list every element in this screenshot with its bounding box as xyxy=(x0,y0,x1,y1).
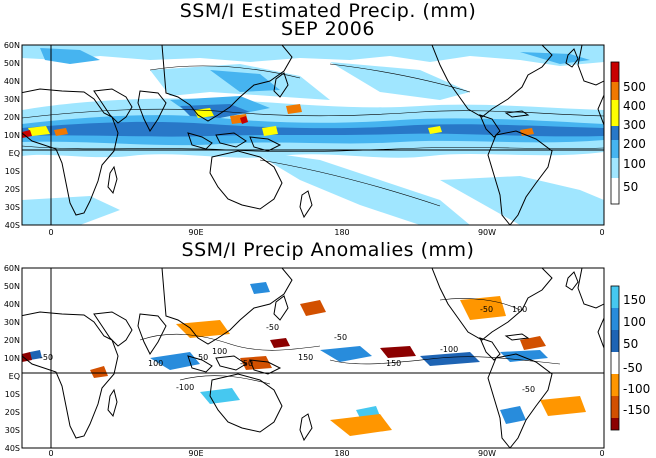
anomaly-colorbar: 150 100 50 -50 -100 -150 xyxy=(610,285,650,431)
anomaly-map-panel: 100 50 -50 -50 150 -50 150 -100 -50 100 … xyxy=(21,267,605,449)
contour-label: -50 xyxy=(334,333,347,342)
lat-label: 50N xyxy=(4,59,20,68)
precip-map-frame xyxy=(21,44,605,226)
colorbar-swatch xyxy=(611,286,619,308)
colorbar-swatch xyxy=(611,352,619,374)
contour-label: -50 xyxy=(40,353,53,362)
colorbar-swatch xyxy=(611,100,619,126)
colorbar-swatch xyxy=(611,82,619,100)
colorbar-frame xyxy=(610,285,620,431)
colorbar-swatch xyxy=(611,62,619,82)
contour-label: -50 xyxy=(480,305,493,314)
lon-label: 90W xyxy=(478,228,496,237)
colorbar-label: -100 xyxy=(623,382,650,396)
top-lon-labels: 0 90E 180 90W 0 xyxy=(48,228,604,237)
lon-label: 0 xyxy=(48,449,53,458)
contour-label: -50 xyxy=(266,323,279,332)
colorbar-frame xyxy=(610,61,620,205)
colorbar-swatch xyxy=(611,330,619,352)
colorbar-label: 400 xyxy=(623,99,646,113)
anomaly-map-title: SSM/I Precip Anomalies (mm) xyxy=(181,239,475,261)
colorbar-swatch xyxy=(611,126,619,140)
lat-label: EQ xyxy=(9,149,20,158)
lat-label: 30N xyxy=(4,95,20,104)
contour-label: -100 xyxy=(176,383,194,392)
colorbar-swatch xyxy=(611,178,619,204)
bottom-lon-labels: 0 90E 180 90W 0 xyxy=(48,449,604,458)
lat-label: 20S xyxy=(5,408,20,417)
colorbar-label: 100 xyxy=(623,315,646,329)
contour-label: -50 xyxy=(522,385,535,394)
top-lat-labels: 60N 50N 40N 30N 20N 10N EQ 10S 20S 30S 4… xyxy=(4,41,20,230)
colorbar-label: -150 xyxy=(623,403,650,417)
lat-label: 10N xyxy=(4,354,20,363)
lat-label: 40S xyxy=(5,221,20,230)
colorbar-swatch xyxy=(611,374,619,396)
colorbar-swatch xyxy=(611,140,619,158)
contour-label: 100 xyxy=(212,347,227,356)
colorbar-label: 150 xyxy=(623,293,646,307)
colorbar-swatch xyxy=(611,396,619,418)
contour-label: 100 xyxy=(512,305,527,314)
lat-label: 10S xyxy=(5,390,20,399)
lat-label: 40N xyxy=(4,300,20,309)
lon-label: 90E xyxy=(188,228,203,237)
colorbar-label: 200 xyxy=(623,137,646,151)
precip-colorbar-labels: 500 400 300 200 100 50 xyxy=(623,80,646,194)
colorbar-swatch xyxy=(611,308,619,330)
lon-label: 90W xyxy=(478,449,496,458)
contour-label: 100 xyxy=(148,359,163,368)
colorbar-label: 50 xyxy=(623,337,638,351)
lat-label: 60N xyxy=(4,264,20,273)
bottom-lat-labels: 60N 50N 40N 30N 20N 10N EQ 10S 20S 30S 4… xyxy=(4,264,20,453)
contour-label: 150 xyxy=(298,353,313,362)
map-title: SSM/I Estimated Precip. (mm) xyxy=(179,0,477,22)
contour-label: 150 xyxy=(386,359,401,368)
contour-label: -50 xyxy=(240,359,253,368)
lat-label: 10N xyxy=(4,131,20,140)
lat-label: 40N xyxy=(4,77,20,86)
map-subtitle: SEP 2006 xyxy=(281,18,375,40)
lon-label: 0 xyxy=(48,228,53,237)
anomaly-shading xyxy=(22,268,604,448)
lat-label: 30N xyxy=(4,318,20,327)
anomaly-colorbar-labels: 150 100 50 -50 -100 -150 xyxy=(623,293,650,417)
lat-label: 50N xyxy=(4,282,20,291)
lat-label: EQ xyxy=(9,372,20,381)
precip-colorbar: 500 400 300 200 100 50 xyxy=(610,61,646,205)
lon-label: 0 xyxy=(599,228,604,237)
anomaly-map-frame xyxy=(21,267,605,449)
colorbar-label: 50 xyxy=(623,180,638,194)
lon-label: 180 xyxy=(334,449,349,458)
colorbar-swatch xyxy=(611,418,619,430)
lat-label: 20N xyxy=(4,113,20,122)
precip-map-panel xyxy=(21,44,605,226)
lat-label: 20S xyxy=(5,185,20,194)
lon-label: 0 xyxy=(599,449,604,458)
colorbar-label: 300 xyxy=(623,118,646,132)
lat-label: 30S xyxy=(5,203,20,212)
colorbar-label: 500 xyxy=(623,80,646,94)
colorbar-label: -50 xyxy=(623,361,643,375)
lat-label: 60N xyxy=(4,41,20,50)
lat-label: 30S xyxy=(5,426,20,435)
contour-label: 50 xyxy=(198,353,208,362)
colorbar-label: 100 xyxy=(623,157,646,171)
lat-label: 10S xyxy=(5,167,20,176)
precip-shading xyxy=(22,45,604,225)
lon-label: 90E xyxy=(188,449,203,458)
lat-label: 40S xyxy=(5,444,20,453)
colorbar-swatch xyxy=(611,158,619,178)
contour-label-group: 100 50 -50 -50 150 -50 150 -100 -50 100 … xyxy=(40,305,535,394)
lon-label: 180 xyxy=(334,228,349,237)
lat-label: 20N xyxy=(4,336,20,345)
contour-label: -100 xyxy=(440,345,458,354)
